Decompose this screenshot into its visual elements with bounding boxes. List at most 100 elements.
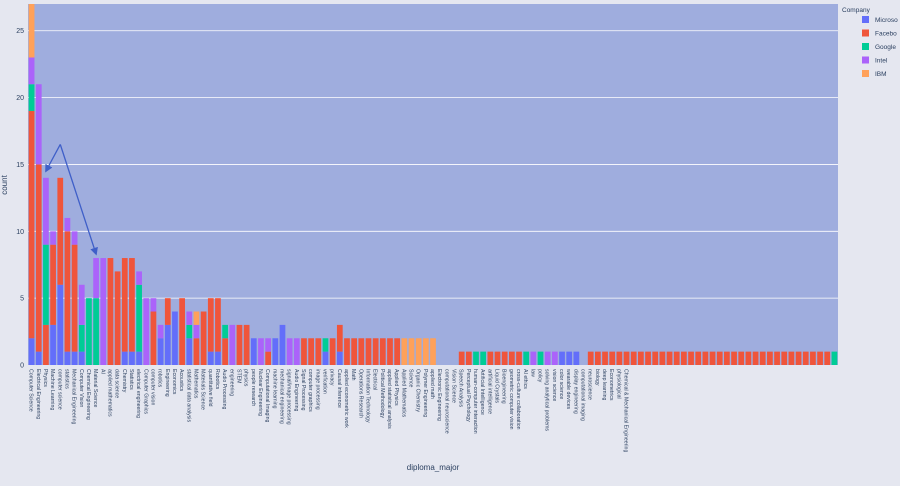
bar-facebook[interactable]	[587, 351, 594, 365]
bar-facebook[interactable]	[709, 351, 716, 365]
bar-facebook[interactable]	[207, 298, 214, 352]
bar-facebook[interactable]	[301, 338, 307, 365]
bar-microsoft[interactable]	[172, 311, 178, 365]
bar-facebook[interactable]	[494, 351, 501, 365]
bar-microsoft[interactable]	[250, 338, 257, 365]
bar-facebook[interactable]	[645, 351, 651, 365]
bar-facebook[interactable]	[458, 351, 465, 365]
bar-intel[interactable]	[193, 324, 200, 339]
bar-facebook[interactable]	[767, 351, 773, 365]
bar-facebook[interactable]	[487, 351, 494, 365]
bar-intel[interactable]	[293, 338, 300, 365]
bar-intel[interactable]	[286, 338, 293, 365]
bar-facebook[interactable]	[501, 351, 508, 365]
bar-microsoft[interactable]	[207, 351, 214, 365]
bar-facebook[interactable]	[358, 338, 365, 365]
legend-label-ibm[interactable]: IBM	[875, 71, 887, 78]
legend-label-facebook[interactable]: Facebo	[875, 31, 897, 38]
bar-google[interactable]	[86, 298, 92, 365]
legend[interactable]: Company Microso Facebo Google Intel IBM	[842, 7, 898, 78]
bar-facebook[interactable]	[595, 351, 601, 365]
bar-facebook[interactable]	[344, 338, 350, 365]
bar-facebook[interactable]	[64, 231, 71, 352]
bar-facebook[interactable]	[759, 351, 766, 365]
bar-intel[interactable]	[93, 258, 99, 299]
bar-microsoft[interactable]	[559, 351, 565, 365]
bar-ibm[interactable]	[193, 311, 200, 325]
bar-google[interactable]	[473, 351, 479, 365]
bar-facebook[interactable]	[121, 258, 128, 352]
bar-facebook[interactable]	[659, 351, 666, 365]
bar-facebook[interactable]	[609, 351, 616, 365]
bar-facebook[interactable]	[50, 244, 56, 325]
bar-ibm[interactable]	[401, 338, 408, 365]
bar-intel[interactable]	[78, 284, 85, 325]
bar-facebook[interactable]	[107, 258, 114, 365]
bar-facebook[interactable]	[688, 351, 694, 365]
bar-google[interactable]	[831, 351, 838, 365]
bar-facebook[interactable]	[243, 324, 250, 365]
legend-label-google[interactable]: Google	[875, 44, 896, 51]
bar-google[interactable]	[480, 351, 487, 365]
bar-facebook[interactable]	[810, 351, 816, 365]
bar-facebook[interactable]	[57, 177, 64, 285]
bar-ibm[interactable]	[28, 4, 35, 58]
bar-intel[interactable]	[530, 351, 537, 365]
legend-swatch-microsoft[interactable]	[862, 16, 869, 23]
bar-facebook[interactable]	[215, 298, 221, 352]
bar-intel[interactable]	[100, 258, 107, 365]
legend-swatch-intel[interactable]	[862, 56, 869, 64]
bar-facebook[interactable]	[43, 324, 49, 365]
bar-microsoft[interactable]	[28, 338, 35, 365]
bar-facebook[interactable]	[652, 351, 659, 365]
bar-microsoft[interactable]	[50, 324, 56, 365]
bar-facebook[interactable]	[802, 351, 809, 365]
bar-microsoft[interactable]	[121, 351, 128, 365]
bar-facebook[interactable]	[602, 351, 608, 365]
bar-intel[interactable]	[150, 298, 157, 312]
bar-google[interactable]	[222, 324, 228, 339]
bar-microsoft[interactable]	[129, 351, 135, 365]
bar-facebook[interactable]	[716, 351, 723, 365]
bar-google[interactable]	[43, 244, 49, 325]
bar-google[interactable]	[28, 84, 35, 111]
bar-facebook[interactable]	[150, 311, 157, 365]
bar-intel[interactable]	[229, 324, 236, 365]
bar-facebook[interactable]	[623, 351, 630, 365]
legend-swatch-google[interactable]	[862, 43, 869, 50]
bar-microsoft[interactable]	[566, 351, 573, 365]
bar-google[interactable]	[322, 338, 329, 352]
bar-intel[interactable]	[551, 351, 558, 365]
bar-google[interactable]	[537, 351, 544, 365]
bar-ibm[interactable]	[422, 338, 429, 365]
bar-facebook[interactable]	[193, 338, 200, 365]
bar-intel[interactable]	[64, 217, 71, 232]
bar-facebook[interactable]	[681, 351, 687, 365]
bar-facebook[interactable]	[265, 351, 271, 365]
bar-facebook[interactable]	[508, 351, 515, 365]
bar-facebook[interactable]	[673, 351, 680, 365]
bar-facebook[interactable]	[315, 338, 322, 365]
bar-microsoft[interactable]	[157, 338, 164, 365]
bar-microsoft[interactable]	[336, 351, 343, 365]
bar-intel[interactable]	[157, 324, 164, 339]
bar-microsoft[interactable]	[272, 338, 279, 365]
bar-microsoft[interactable]	[322, 351, 329, 365]
bar-intel[interactable]	[50, 231, 56, 245]
bar-facebook[interactable]	[236, 324, 243, 365]
bar-microsoft[interactable]	[186, 338, 193, 365]
bar-facebook[interactable]	[781, 351, 788, 365]
bar-facebook[interactable]	[788, 351, 795, 365]
bar-intel[interactable]	[136, 271, 142, 285]
bar-facebook[interactable]	[329, 338, 336, 365]
bar-intel[interactable]	[265, 338, 271, 352]
bar-facebook[interactable]	[745, 351, 752, 365]
bar-microsoft[interactable]	[64, 351, 71, 365]
bar-facebook[interactable]	[738, 351, 745, 365]
bar-google[interactable]	[523, 351, 530, 365]
bar-facebook[interactable]	[666, 351, 673, 365]
legend-label-intel[interactable]: Intel	[875, 58, 888, 65]
bar-facebook[interactable]	[200, 311, 207, 365]
bar-facebook[interactable]	[308, 338, 315, 365]
bar-facebook[interactable]	[164, 298, 171, 325]
